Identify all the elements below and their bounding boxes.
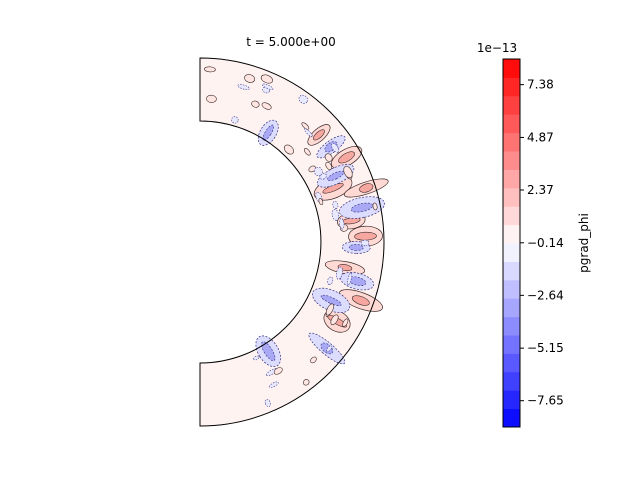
colorbar-band	[503, 169, 520, 189]
positive-speckle-contour	[330, 314, 339, 326]
colorbar-band	[503, 243, 520, 262]
positive-speckle-contour	[325, 303, 335, 316]
positive-speckle-contour	[261, 102, 272, 110]
colorbar-band	[503, 59, 520, 78]
positive-speckle-contour	[244, 74, 256, 83]
colorbar-offset-text: 1e−13	[477, 41, 517, 55]
negative-contour-core	[320, 294, 342, 306]
negative-speckle-contour	[339, 218, 345, 230]
positive-speckle-contour	[283, 144, 294, 155]
colorbar-band	[503, 390, 520, 410]
colorbar-tick-label: 7.38	[527, 78, 554, 92]
positive-speckle-contour	[251, 100, 260, 108]
negative-contour-core	[262, 124, 274, 141]
positive-speckle-contour	[325, 161, 333, 170]
negative-speckle-contour	[313, 166, 323, 177]
positive-speckle-contour	[206, 94, 217, 103]
positive-contour-core	[359, 183, 374, 193]
positive-speckle-contour	[260, 74, 273, 84]
positive-speckle-contour	[301, 122, 310, 130]
contour-speckles	[204, 66, 378, 407]
chart-title: t = 5.000e+00	[246, 35, 335, 49]
negative-speckle-contour	[326, 345, 333, 352]
positive-speckle-contour	[303, 148, 311, 156]
colorbar-band	[503, 77, 520, 97]
positive-speckle-contour	[342, 318, 349, 327]
positive-speckle-contour	[372, 202, 378, 211]
positive-speckle-contour	[273, 367, 283, 375]
negative-speckle-contour	[327, 276, 334, 285]
colorbar-band	[503, 206, 520, 226]
colorbar-bands	[503, 59, 520, 428]
positive-contour-core	[313, 129, 325, 141]
negative-contour-core	[320, 342, 334, 355]
colorbar-band	[503, 187, 520, 207]
colorbar-band	[503, 371, 520, 391]
colorbar-tick-label: −5.15	[527, 341, 564, 355]
colorbar-band	[503, 114, 520, 134]
colorbar-band	[503, 132, 520, 152]
colorbar-band	[503, 298, 520, 318]
negative-speckle-contour	[331, 209, 340, 221]
negative-contour-core	[349, 244, 364, 251]
negative-speckle-contour	[331, 142, 340, 153]
annulus-boundary	[199, 57, 385, 427]
negative-speckle-contour	[262, 83, 274, 90]
negative-speckle-contour	[332, 200, 339, 210]
colorbar-band	[503, 224, 520, 244]
colorbar-band	[503, 316, 520, 336]
negative-speckle-contour	[269, 381, 279, 388]
positive-speckle-contour	[204, 66, 216, 73]
colorbar-band	[503, 151, 520, 170]
colorbar-band	[503, 279, 520, 299]
colorbar-band	[503, 95, 520, 115]
negative-speckle-contour	[360, 239, 370, 247]
colorbar-tick-label: −2.64	[527, 288, 564, 302]
colorbar-tick-label: −7.65	[527, 394, 564, 408]
colorbar: 7.38 4.87 2.37 −0.14 −2.64 −5.15 −7.65 1e−13 p…	[477, 41, 591, 428]
colorbar-tick-label: −0.14	[527, 236, 564, 250]
positive-speckle-contour	[310, 356, 317, 364]
negative-speckle-contour	[253, 355, 260, 361]
negative-speckle-contour	[264, 399, 271, 407]
negative-contour-core	[261, 341, 276, 362]
plot-area	[199, 57, 389, 427]
negative-speckle-contour	[335, 266, 343, 280]
positive-speckle-contour	[343, 165, 353, 179]
negative-speckle-contour	[347, 272, 353, 286]
negative-speckle-contour	[237, 84, 250, 90]
colorbar-band	[503, 261, 520, 281]
positive-contour-core	[338, 151, 355, 164]
colorbar-ticks: 7.38 4.87 2.37 −0.14 −2.64 −5.15 −7.65	[520, 78, 564, 408]
colorbar-band	[503, 353, 520, 373]
positive-speckle-contour	[324, 153, 333, 162]
positive-speckle-contour	[318, 198, 324, 206]
colorbar-band	[503, 408, 520, 428]
positive-contour-core	[351, 295, 370, 306]
positive-speckle-contour	[302, 379, 310, 386]
colorbar-label: pgrad_phi	[577, 213, 591, 273]
colorbar-band	[503, 335, 520, 354]
positive-speckle-contour	[308, 165, 316, 173]
negative-speckle-contour	[231, 116, 239, 124]
negative-speckle-contour	[298, 94, 308, 104]
colorbar-tick-label: 2.37	[527, 183, 554, 197]
colorbar-tick-label: 4.87	[527, 130, 554, 144]
negative-contour-core	[348, 276, 367, 286]
